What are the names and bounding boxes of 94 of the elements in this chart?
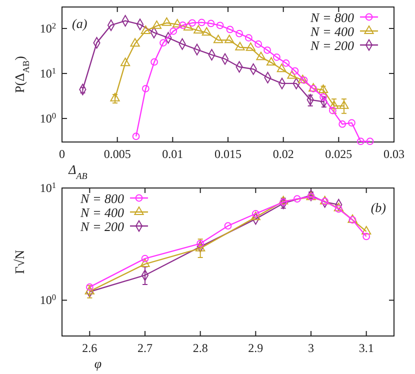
point [141, 254, 149, 262]
point [254, 40, 262, 48]
point [236, 30, 243, 38]
point [362, 226, 372, 234]
y-tick-label: 10$^{0}$ [40, 110, 56, 126]
point [226, 26, 234, 34]
point [250, 212, 260, 220]
point [130, 38, 140, 47]
point [300, 76, 308, 84]
x-tick-label: 0.03 [384, 147, 404, 161]
y-tick-label: 10$^{1}$ [40, 66, 56, 80]
point [84, 286, 94, 294]
point [110, 92, 120, 102]
x-tick-label: 0.01 [162, 147, 184, 161]
point [282, 59, 290, 67]
legend-label: N = 800 [310, 10, 354, 25]
point [264, 46, 271, 54]
point [183, 22, 194, 30]
point [86, 283, 94, 291]
point [224, 34, 234, 44]
legend-label: N = 400 [80, 205, 124, 220]
point [298, 74, 308, 84]
point [293, 195, 301, 203]
point [252, 210, 260, 218]
x-axis-title: φ [94, 356, 102, 371]
point [198, 18, 206, 26]
point [334, 205, 342, 213]
point [213, 34, 224, 44]
point [160, 39, 167, 46]
y-tick-label: 10$^{0}$ [40, 292, 56, 308]
point [120, 58, 130, 66]
legend-label: N = 400 [310, 24, 354, 39]
point [150, 58, 158, 66]
y-tick-label: 10$^{1}$ [40, 180, 56, 195]
y-tick-label: 10$^{2}$ [40, 20, 56, 36]
x-tick-label: 2.7 [138, 341, 152, 355]
point [188, 19, 196, 27]
point [202, 27, 212, 36]
point [276, 64, 286, 72]
x-tick-label: 0.015 [214, 147, 242, 161]
point [140, 26, 150, 34]
x-tick-label: 0.005 [104, 147, 131, 161]
point [256, 52, 266, 60]
point [287, 70, 297, 79]
x-tick-label: 3.1 [358, 341, 374, 355]
point [273, 54, 280, 61]
point [362, 232, 370, 240]
point [170, 28, 178, 35]
x-axis-title: Δ$_{AB}$ [68, 162, 88, 181]
annotation: (b) [370, 200, 386, 215]
point [321, 198, 329, 206]
point [152, 20, 162, 29]
point [291, 67, 299, 75]
point [196, 240, 204, 248]
point [179, 22, 186, 29]
point [194, 25, 204, 34]
legend-label: N = 200 [80, 219, 124, 234]
x-tick-label: 2.9 [248, 341, 264, 355]
point [320, 93, 327, 101]
point [334, 202, 344, 212]
point [196, 242, 206, 252]
point [162, 17, 172, 26]
point [278, 196, 288, 204]
x-tick-label: 2.6 [82, 341, 98, 355]
legend-label: N = 800 [80, 191, 124, 206]
point [318, 84, 328, 93]
point [338, 120, 346, 128]
point [348, 216, 356, 224]
point [140, 258, 150, 268]
x-tick-label: 0 [59, 147, 65, 161]
point [266, 57, 276, 66]
annotation: (a) [72, 16, 88, 31]
point [280, 198, 288, 206]
point [245, 34, 252, 42]
x-tick-label: 3 [308, 341, 314, 355]
x-tick-label: 2.8 [192, 341, 208, 355]
point [132, 132, 140, 140]
point [235, 42, 245, 50]
point [207, 20, 215, 28]
legend-label: N = 200 [310, 38, 354, 53]
point [329, 106, 336, 114]
point [172, 18, 182, 28]
y-axis-title: Γ√N [12, 249, 27, 274]
point [329, 100, 339, 109]
point [339, 100, 349, 109]
point [366, 138, 374, 146]
point [246, 42, 256, 51]
point [142, 84, 150, 92]
point [216, 22, 224, 30]
point [348, 119, 356, 127]
point [356, 138, 364, 146]
point [224, 222, 232, 230]
x-tick-label: 0.025 [325, 147, 352, 161]
x-tick-label: 0.02 [272, 147, 294, 161]
